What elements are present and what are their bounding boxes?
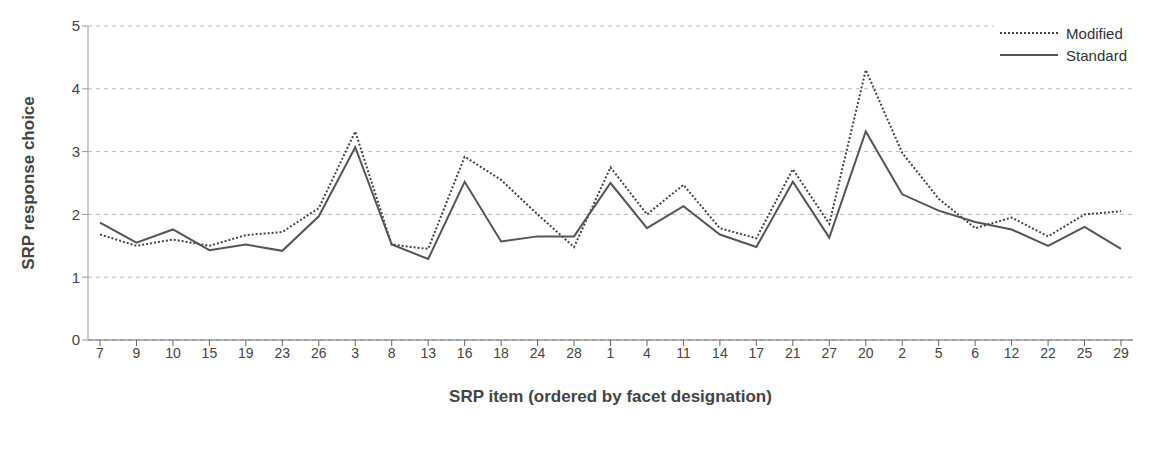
svg-text:29: 29 (1113, 345, 1129, 361)
html-text:Modified: Modified (1066, 24, 1123, 42)
svg-text:1: 1 (607, 345, 615, 361)
svg-text:20: 20 (858, 345, 874, 361)
svg-text:27: 27 (821, 345, 837, 361)
svg-text:16: 16 (457, 345, 473, 361)
svg-text:6: 6 (971, 345, 979, 361)
svg-text:17: 17 (749, 345, 765, 361)
svg-text:23: 23 (275, 345, 291, 361)
svg-text:2: 2 (72, 206, 80, 223)
svg-text:24: 24 (530, 345, 546, 361)
svg-text:SRP item (ordered by facet des: SRP item (ordered by facet designation) (449, 387, 772, 406)
svg-text:14: 14 (712, 345, 728, 361)
svg-text:8: 8 (388, 345, 396, 361)
svg-text:18: 18 (493, 345, 509, 361)
svg-text:2: 2 (898, 345, 906, 361)
svg-text:28: 28 (566, 345, 582, 361)
svg-text:25: 25 (1077, 345, 1093, 361)
svg-text:5: 5 (935, 345, 943, 361)
svg-text:13: 13 (420, 345, 436, 361)
svg-text:SRP response choice: SRP response choice (19, 96, 38, 270)
svg-text:4: 4 (72, 80, 80, 97)
svg-text:15: 15 (202, 345, 218, 361)
svg-text:9: 9 (133, 345, 141, 361)
svg-text:3: 3 (351, 345, 359, 361)
svg-text:0: 0 (72, 331, 80, 348)
svg-text:26: 26 (311, 345, 327, 361)
svg-text:11: 11 (676, 345, 691, 361)
svg-text:3: 3 (72, 143, 80, 160)
svg-text:12: 12 (1004, 345, 1020, 361)
svg-text:21: 21 (785, 345, 801, 361)
svg-text:10: 10 (165, 345, 181, 361)
svg-text:4: 4 (643, 345, 651, 361)
html-text:Standard: Standard (1066, 46, 1127, 64)
svg-text:5: 5 (72, 17, 80, 34)
svg-text:22: 22 (1040, 345, 1056, 361)
svg-text:7: 7 (96, 345, 104, 361)
svg-text:19: 19 (238, 345, 254, 361)
svg-text:1: 1 (72, 269, 80, 286)
